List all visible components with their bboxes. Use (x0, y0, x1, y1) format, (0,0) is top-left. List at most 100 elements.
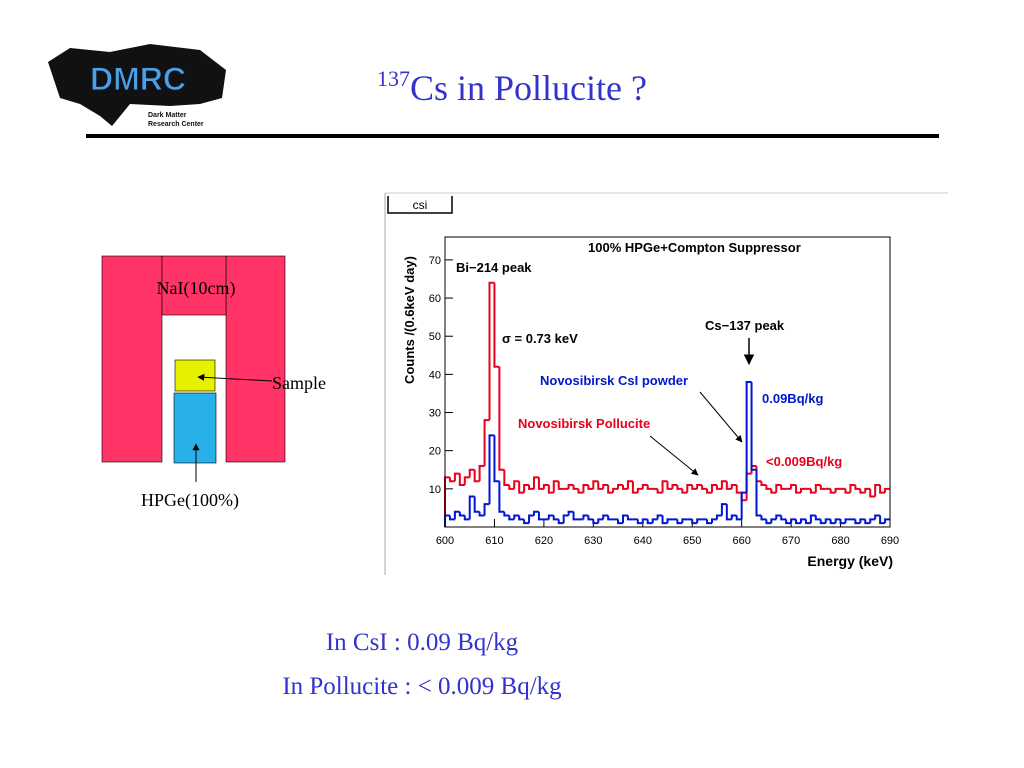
y-tick-label: 60 (429, 293, 441, 305)
histogram-step (622, 485, 628, 490)
y-tick-label: 30 (429, 408, 441, 420)
histogram-step (572, 485, 579, 490)
histogram-step (849, 484, 856, 493)
hpge-label: HPGe(100%) (141, 490, 239, 511)
histogram-step (626, 480, 633, 489)
histogram-step (879, 485, 886, 494)
histogram-step (582, 484, 589, 493)
histogram-step (834, 487, 841, 493)
histogram-step (681, 488, 688, 494)
histogram-step (641, 518, 648, 524)
histogram-step (498, 366, 505, 471)
sample-box (174, 359, 216, 392)
histogram-step (711, 484, 717, 493)
annotation: Novosibirsk CsI powder (540, 373, 688, 388)
y-tick-label: 70 (429, 255, 441, 267)
histogram-step (542, 484, 549, 489)
histogram-step (809, 488, 816, 494)
histogram-step (607, 515, 614, 521)
histogram-step (765, 485, 772, 490)
histogram-step (567, 484, 574, 489)
histogram-step (844, 518, 851, 524)
histogram-step (854, 485, 861, 490)
histogram-step (824, 518, 831, 524)
y-axis-label: Counts /(0.6keV day) (402, 256, 417, 384)
histogram-step (631, 481, 638, 494)
x-tick-label: 620 (535, 535, 553, 547)
x-tick-label: 630 (584, 535, 602, 547)
histogram-step (740, 491, 747, 520)
histogram-step (676, 485, 683, 490)
histogram-step (874, 514, 881, 520)
arrow (197, 373, 273, 382)
histogram-step (750, 382, 757, 471)
histogram-step (478, 511, 485, 517)
histogram-step (706, 519, 712, 525)
histogram-step (622, 514, 628, 524)
histogram-step (592, 480, 599, 489)
y-tick-label: 50 (429, 331, 441, 343)
x-tick-label: 660 (732, 535, 750, 547)
histogram-step (864, 519, 871, 525)
histogram-step (735, 485, 742, 494)
histogram-step (498, 481, 505, 513)
histogram-step (473, 469, 480, 483)
histogram-step (715, 485, 722, 490)
histogram-step (503, 469, 510, 487)
histogram-step (715, 514, 722, 520)
histogram-step (483, 419, 490, 466)
histogram-step (493, 282, 500, 368)
histogram-step (780, 485, 787, 490)
histogram-step (730, 484, 737, 489)
histogram-step (587, 485, 594, 490)
histogram-step (819, 519, 826, 525)
annotation: Bi−214 peak (456, 260, 532, 275)
histogram-step (819, 485, 826, 490)
histogram-step (602, 484, 609, 489)
title-superscript: 137 (377, 66, 410, 91)
histogram-step (646, 485, 653, 490)
nai-top (161, 255, 227, 316)
histogram-step (468, 468, 475, 478)
histogram-step (458, 473, 465, 487)
histogram-step (795, 519, 801, 525)
title-rule (86, 134, 939, 138)
histogram-step (453, 472, 460, 482)
histogram-step (557, 481, 564, 490)
histogram-step (706, 488, 712, 494)
x-axis-label: Energy (keV) (807, 553, 893, 569)
histogram-step (661, 480, 668, 493)
histogram-step (503, 511, 510, 517)
histogram-step (785, 519, 792, 525)
histogram-step (448, 477, 455, 483)
histogram-step (800, 487, 806, 493)
histogram-step (859, 518, 866, 524)
histogram-step (572, 511, 579, 521)
histogram-step (884, 487, 890, 493)
histogram-step (473, 496, 480, 513)
nai-right (225, 255, 286, 463)
histogram-step (686, 484, 693, 493)
histogram-step (552, 515, 559, 521)
summary-line: In CsI : 0.09 Bq/kg (326, 629, 519, 656)
histogram-step (533, 510, 539, 516)
histogram-step (513, 514, 520, 520)
nai-label: NaI(10cm) (157, 278, 236, 299)
histogram-step (760, 515, 767, 521)
histogram-step (874, 484, 881, 497)
y-tick-label: 40 (429, 369, 441, 381)
x-tick-label: 680 (831, 535, 849, 547)
histogram-step (804, 519, 811, 525)
histogram-step (562, 514, 569, 524)
sample-label: Sample (272, 373, 326, 393)
histogram-step (755, 469, 762, 517)
x-tick-label: 640 (634, 535, 652, 547)
histogram-step (735, 515, 742, 521)
x-tick-label: 610 (485, 535, 503, 547)
histogram-step (854, 519, 861, 525)
histogram-step (720, 503, 727, 516)
histogram-step (839, 519, 846, 525)
histogram-step (814, 515, 821, 521)
logo: DMRC Dark Matter Research Center (48, 44, 226, 128)
histogram-step (651, 518, 658, 524)
